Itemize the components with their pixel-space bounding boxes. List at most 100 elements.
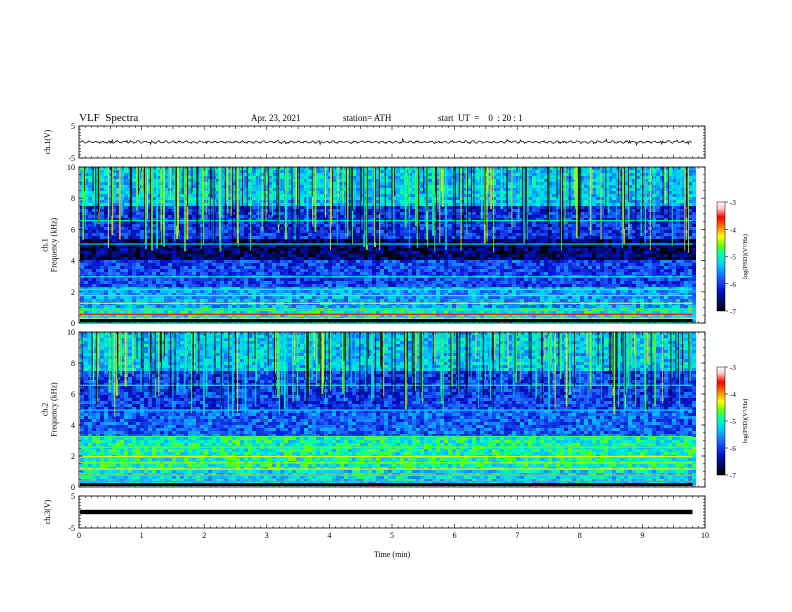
spectrogram-cell xyxy=(356,257,360,260)
spectrogram-cell xyxy=(676,224,680,227)
spectrogram-cell xyxy=(564,203,568,206)
spectrogram-cell xyxy=(412,224,416,227)
spectrogram-cell xyxy=(352,170,356,173)
spectrogram-cell xyxy=(668,206,672,209)
spectrogram-cell xyxy=(612,206,616,209)
spectrogram-cell xyxy=(400,233,404,236)
spectrogram-cell xyxy=(116,194,120,197)
spectrogram-cell xyxy=(596,170,600,173)
spectrogram-cell xyxy=(680,185,684,188)
spectrogram-cell xyxy=(184,185,188,188)
spectrogram-cell xyxy=(300,239,304,242)
spectrogram-cell xyxy=(664,230,668,233)
spectrogram-cell xyxy=(292,257,296,260)
spectrogram-cell xyxy=(224,254,228,257)
spectrogram-cell xyxy=(180,167,184,170)
spectrogram-cell xyxy=(484,257,488,260)
spectrogram-cell xyxy=(372,182,376,185)
spectrogram-cell xyxy=(680,221,684,224)
spectrogram-cell xyxy=(84,209,88,212)
spectrogram-cell xyxy=(616,245,620,248)
spectrogram-cell xyxy=(124,173,128,176)
spectrogram-cell xyxy=(644,236,648,239)
spectrogram-cell xyxy=(436,176,440,179)
spectrogram-cell xyxy=(392,248,396,251)
spectrogram-cell xyxy=(360,239,364,242)
spectrogram-cell xyxy=(520,248,524,251)
spectrogram-cell xyxy=(584,236,588,239)
spectrogram-cell xyxy=(184,212,188,215)
spectrogram-cell xyxy=(228,212,232,215)
spectrogram-cell xyxy=(504,179,508,182)
spectrogram-cell xyxy=(244,182,248,185)
spectrogram-cell xyxy=(580,251,584,254)
spectrogram-cell xyxy=(628,248,632,251)
spectrogram-cell xyxy=(656,200,660,203)
spectrogram-cell xyxy=(108,233,112,236)
spectrogram-cell xyxy=(308,254,312,257)
spectrogram-cell xyxy=(572,197,576,200)
spectrogram-cell xyxy=(284,257,288,260)
spectrogram-cell xyxy=(360,206,364,209)
spectrogram-cell xyxy=(584,218,588,221)
spectrogram-cell xyxy=(312,182,316,185)
spectrogram-cell xyxy=(556,194,560,197)
spectrogram-cell xyxy=(352,230,356,233)
spectrogram-cell xyxy=(508,218,512,221)
spectrogram-cell xyxy=(316,188,320,191)
spectrogram-cell xyxy=(332,173,336,176)
spectrogram-cell xyxy=(624,233,628,236)
spectrogram-cell xyxy=(424,251,428,254)
spectrogram-cell xyxy=(164,251,168,254)
spectrogram-cell xyxy=(128,227,132,230)
spectrogram-cell xyxy=(528,173,532,176)
spectrogram-cell xyxy=(172,221,176,224)
spectrogram-cell xyxy=(596,233,600,236)
spectrogram-cell xyxy=(140,221,144,224)
spectrogram-cell xyxy=(560,248,564,251)
spectrogram-cell xyxy=(260,248,264,251)
spectrogram-cell xyxy=(512,227,516,230)
spectrogram-cell xyxy=(688,176,692,179)
spectrogram-cell xyxy=(660,179,664,182)
spectrogram-cell xyxy=(516,251,520,254)
spectrogram-cell xyxy=(500,218,504,221)
spectrogram-cell xyxy=(240,221,244,224)
spectrogram-cell xyxy=(456,257,460,260)
spectrogram-cell xyxy=(368,179,372,182)
spectrogram-cell xyxy=(92,230,96,233)
spectrogram-cell xyxy=(88,215,92,218)
spectrogram-cell xyxy=(100,215,104,218)
spectrogram-cell xyxy=(508,209,512,212)
spectrogram-cell xyxy=(100,167,104,170)
spectrogram-cell xyxy=(624,167,628,170)
spectrogram-cell xyxy=(400,257,404,260)
spectrogram-cell xyxy=(436,203,440,206)
spectrogram-cell xyxy=(552,224,556,227)
spectrogram-cell xyxy=(244,176,248,179)
spectrogram-cell xyxy=(340,212,344,215)
spectrogram-cell xyxy=(356,185,360,188)
spectrogram-cell xyxy=(500,215,504,218)
spectrogram-cell xyxy=(292,215,296,218)
spectrogram-cell xyxy=(168,200,172,203)
spectrogram-cell xyxy=(608,191,612,194)
spectrogram-cell xyxy=(644,248,648,251)
spectrogram-cell xyxy=(84,215,88,218)
spectrogram-cell xyxy=(368,218,372,221)
spectrogram-cell xyxy=(100,209,104,212)
spectrogram-cell xyxy=(676,203,680,206)
spectrogram-cell xyxy=(532,221,536,224)
spectrogram-cell xyxy=(152,209,156,212)
spectrogram-cell xyxy=(360,197,364,200)
spectrogram-cell xyxy=(504,185,508,188)
spectrogram-cell xyxy=(540,197,544,200)
spectrogram-cell xyxy=(496,173,500,176)
spectrogram-cell xyxy=(248,227,252,230)
spectrogram-cell xyxy=(136,236,140,239)
spectrogram-cell xyxy=(448,200,452,203)
spectrogram-cell xyxy=(268,194,272,197)
spectrogram-cell xyxy=(440,251,444,254)
spectrogram-cell xyxy=(640,239,644,242)
spectrogram-cell xyxy=(664,254,668,257)
